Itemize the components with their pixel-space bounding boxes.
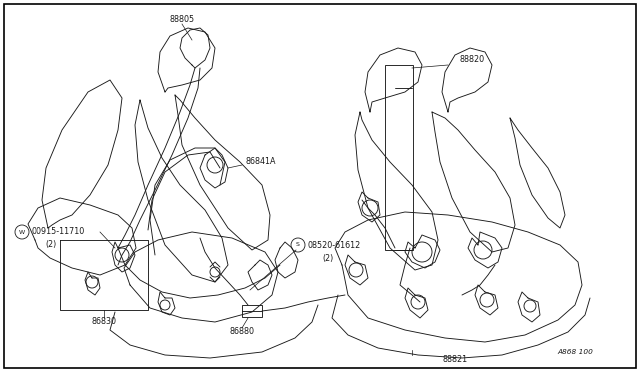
Text: (2): (2): [322, 253, 333, 263]
Text: 88805: 88805: [170, 16, 195, 25]
Text: W: W: [19, 230, 25, 234]
Bar: [242, 305, 262, 317]
Text: A868 100: A868 100: [557, 349, 593, 355]
Text: 08520-61612: 08520-61612: [308, 241, 361, 250]
Text: 88821: 88821: [442, 356, 468, 365]
Bar: [385, 65, 413, 250]
Text: (2): (2): [45, 241, 56, 250]
Text: 86841A: 86841A: [245, 157, 275, 167]
Text: 86880: 86880: [230, 327, 255, 337]
Text: 00915-11710: 00915-11710: [32, 228, 85, 237]
Text: S: S: [296, 243, 300, 247]
Text: 86830: 86830: [92, 317, 116, 327]
Text: 88820: 88820: [460, 55, 484, 64]
